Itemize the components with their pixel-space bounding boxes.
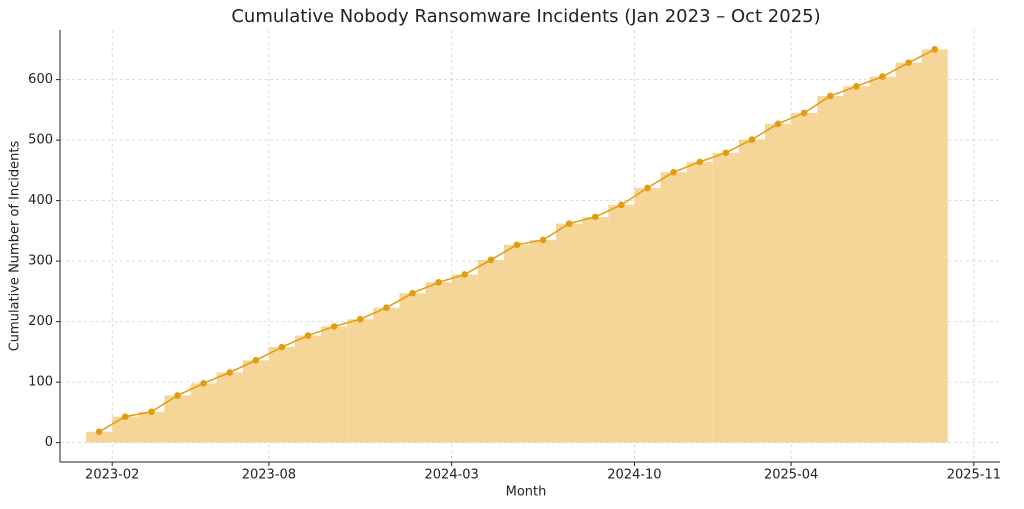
point: [670, 168, 677, 176]
step-area: [738, 139, 765, 443]
step-area: [556, 223, 583, 443]
point: [148, 408, 155, 416]
step-area: [164, 395, 191, 443]
x-tick-label: 2023-08: [242, 468, 296, 483]
step-area: [112, 416, 139, 443]
step-area: [634, 187, 661, 443]
point: [853, 82, 860, 90]
step-area: [686, 161, 713, 443]
step-area: [503, 244, 530, 443]
point: [383, 304, 390, 312]
step-area: [425, 282, 452, 443]
step-area: [138, 411, 165, 443]
step-area: [399, 293, 426, 443]
point: [278, 343, 286, 351]
step-area: [869, 76, 896, 443]
point: [95, 428, 103, 436]
step-area: [765, 123, 792, 443]
x-axis-label: Month: [506, 485, 547, 500]
y-tick-label: 200: [28, 314, 53, 329]
point: [879, 73, 886, 80]
y-tick-label: 500: [28, 133, 53, 148]
step-area: [477, 259, 504, 443]
point: [121, 413, 129, 420]
y-tick-label: 600: [28, 72, 53, 87]
step-area: [895, 62, 922, 443]
point: [800, 109, 808, 117]
step-area: [373, 307, 400, 443]
step-area: [347, 319, 374, 443]
step-area: [242, 360, 269, 443]
point: [409, 289, 416, 297]
step-area: [608, 204, 635, 443]
point: [774, 120, 782, 128]
step-area: [817, 95, 844, 443]
chart-title: Cumulative Nobody Ransomware Incidents (…: [231, 6, 820, 27]
step-area: [216, 372, 243, 443]
point: [905, 59, 912, 66]
point: [174, 392, 181, 399]
point: [356, 315, 364, 323]
point: [565, 220, 573, 227]
step-area: [921, 49, 948, 443]
point: [539, 236, 547, 244]
step-area: [712, 152, 739, 443]
step-area: [321, 326, 348, 443]
point: [435, 279, 442, 286]
step-area: [86, 431, 113, 443]
step-area: [268, 347, 295, 443]
x-tick-label: 2025-11: [947, 468, 1001, 483]
y-tick-label: 0: [45, 435, 53, 450]
point: [644, 184, 651, 192]
y-tick-label: 100: [28, 375, 53, 390]
point: [618, 201, 625, 209]
step-area: [530, 239, 557, 443]
x-tick-label: 2024-03: [425, 468, 479, 483]
point: [591, 213, 599, 221]
point: [722, 149, 730, 157]
point: [487, 256, 495, 264]
point: [748, 136, 756, 143]
step-area: [843, 86, 870, 443]
point: [304, 332, 312, 339]
point: [200, 380, 207, 387]
x-tick-label: 2023-02: [85, 468, 139, 483]
step-area: [660, 172, 687, 443]
step-area: [295, 335, 322, 443]
point: [226, 369, 234, 376]
point: [330, 323, 338, 330]
x-tick-label: 2024-10: [607, 468, 661, 483]
point: [696, 158, 704, 166]
point: [252, 357, 260, 364]
point: [931, 46, 939, 53]
point: [513, 241, 521, 249]
step-area: [582, 216, 609, 443]
x-tick-label: 2025-04: [764, 468, 818, 483]
point: [461, 271, 469, 278]
step-area: [190, 383, 217, 443]
step-area: [791, 112, 818, 443]
y-tick-label: 400: [28, 193, 53, 208]
y-axis-label: Cumulative Number of Incidents: [8, 141, 23, 352]
step-area: [451, 274, 478, 443]
y-tick-label: 300: [28, 254, 53, 269]
point: [826, 92, 834, 100]
